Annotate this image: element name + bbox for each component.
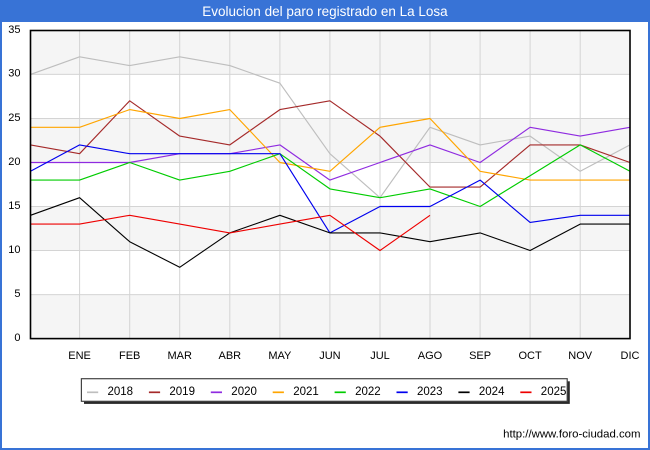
svg-text:20: 20 bbox=[8, 156, 20, 168]
svg-text:15: 15 bbox=[8, 200, 20, 212]
svg-text:25: 25 bbox=[8, 112, 20, 124]
svg-text:JUN: JUN bbox=[319, 350, 340, 362]
svg-text:MAY: MAY bbox=[268, 350, 292, 362]
svg-text:OCT: OCT bbox=[518, 350, 542, 362]
svg-text:2019: 2019 bbox=[169, 386, 195, 398]
svg-text:FEB: FEB bbox=[119, 350, 140, 362]
svg-text:NOV: NOV bbox=[568, 350, 593, 362]
svg-text:5: 5 bbox=[14, 288, 20, 300]
svg-text:AGO: AGO bbox=[418, 350, 443, 362]
svg-text:2018: 2018 bbox=[108, 386, 134, 398]
svg-text:SEP: SEP bbox=[469, 350, 491, 362]
svg-text:DIC: DIC bbox=[621, 350, 640, 362]
svg-text:Evolucion del paro registrado: Evolucion del paro registrado en La Losa bbox=[202, 4, 448, 19]
svg-text:ENE: ENE bbox=[68, 350, 91, 362]
svg-text:30: 30 bbox=[8, 68, 20, 80]
svg-text:http://www.foro-ciudad.com: http://www.foro-ciudad.com bbox=[503, 429, 640, 441]
svg-text:2023: 2023 bbox=[417, 386, 443, 398]
svg-text:2021: 2021 bbox=[293, 386, 319, 398]
svg-text:35: 35 bbox=[8, 24, 20, 36]
svg-text:2025: 2025 bbox=[541, 386, 567, 398]
svg-text:10: 10 bbox=[8, 244, 20, 256]
svg-text:0: 0 bbox=[14, 332, 20, 344]
svg-text:ABR: ABR bbox=[218, 350, 241, 362]
svg-text:2020: 2020 bbox=[231, 386, 257, 398]
svg-text:2022: 2022 bbox=[355, 386, 381, 398]
svg-text:JUL: JUL bbox=[370, 350, 390, 362]
svg-text:2024: 2024 bbox=[479, 386, 505, 398]
svg-text:MAR: MAR bbox=[167, 350, 192, 362]
